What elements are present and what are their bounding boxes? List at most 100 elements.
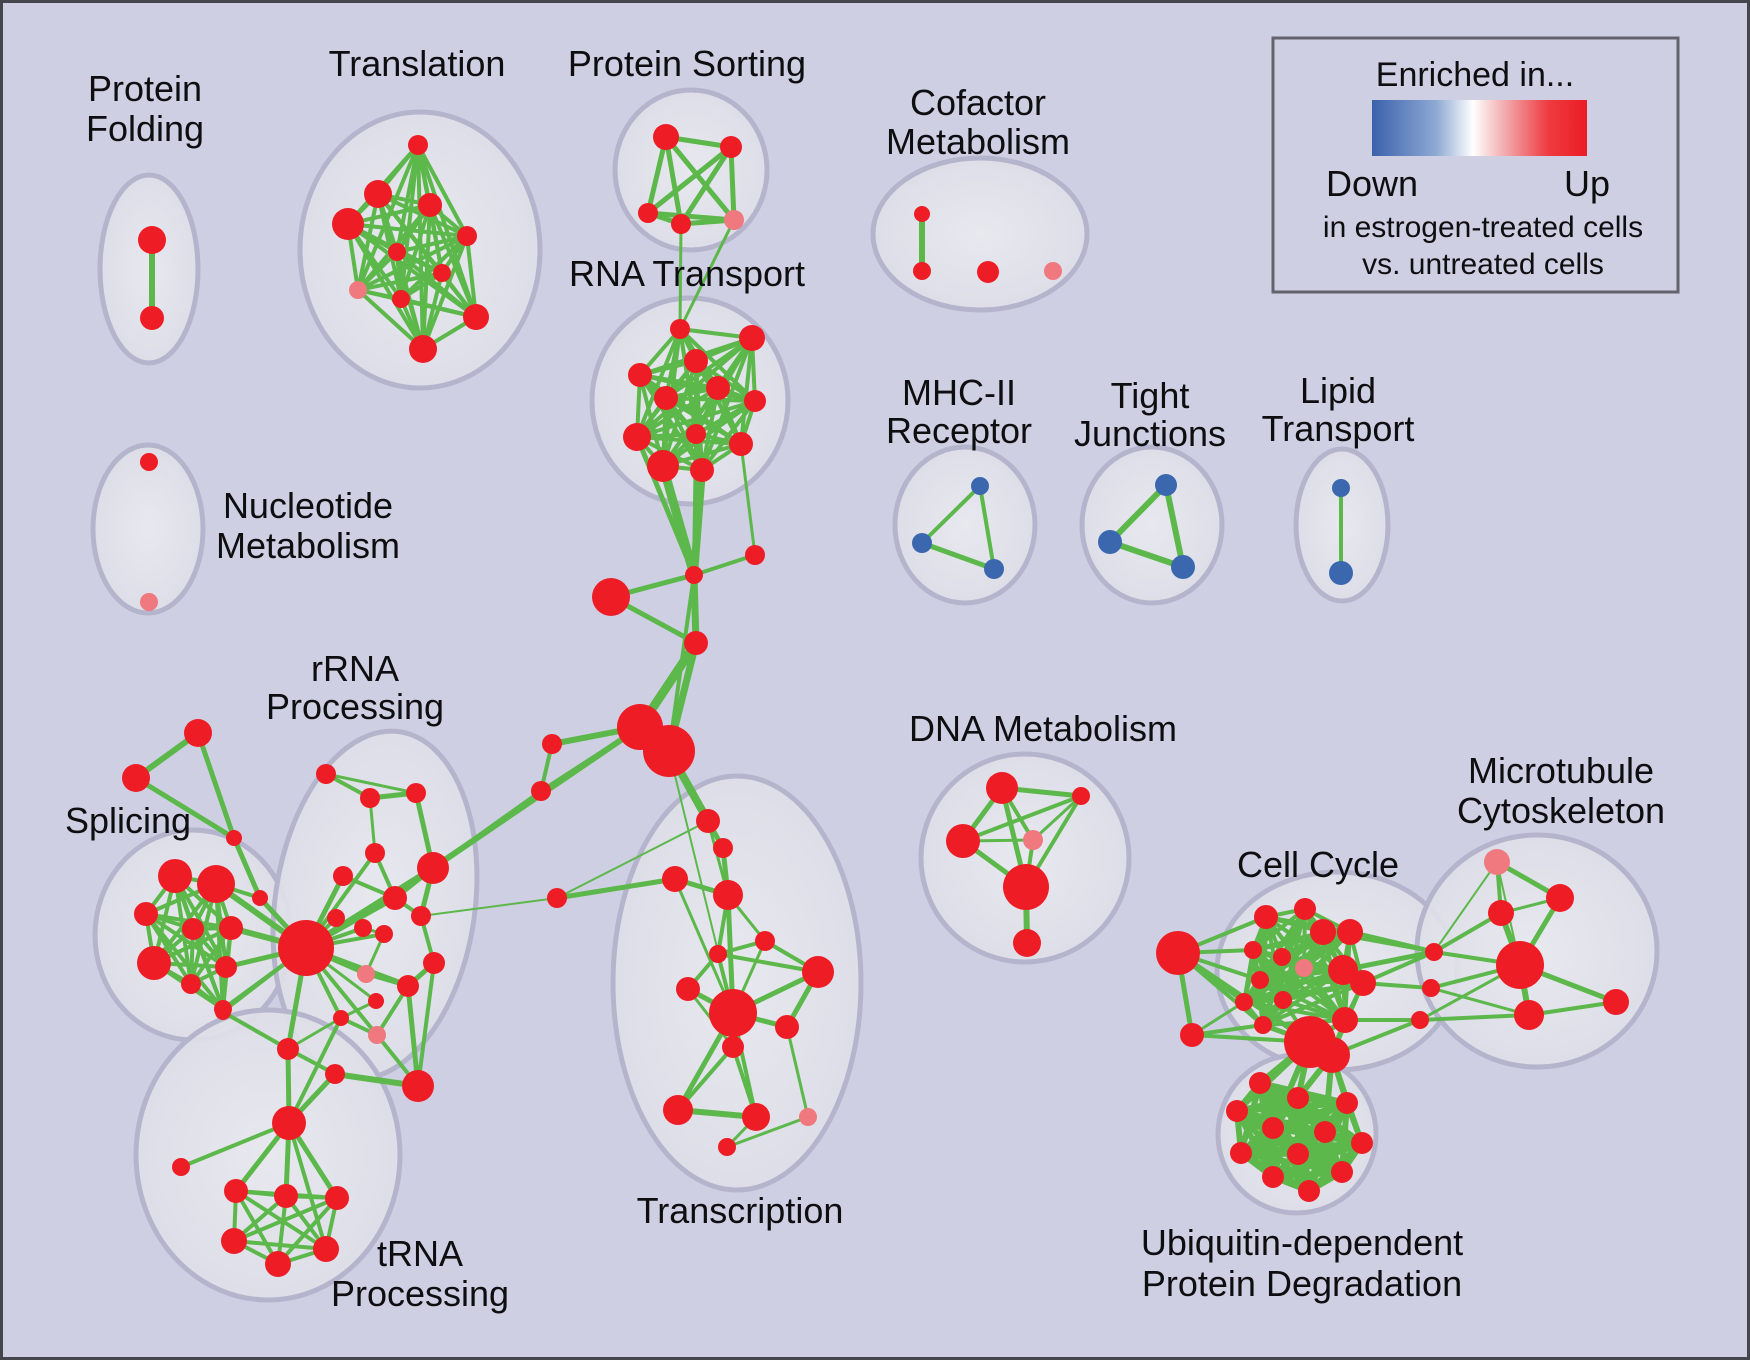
node-d5[interactable] [1003, 864, 1049, 910]
node-r3[interactable] [406, 783, 426, 803]
node-t6[interactable] [388, 243, 406, 261]
node-tj1[interactable] [1155, 474, 1177, 496]
node-l2[interactable] [1329, 561, 1353, 585]
node-t1[interactable] [408, 135, 428, 155]
node-t3[interactable] [418, 193, 442, 217]
node-u10[interactable] [1262, 1166, 1284, 1188]
node-cc7[interactable] [1244, 941, 1262, 959]
node-r11[interactable] [375, 925, 393, 943]
node-cc4[interactable] [1294, 898, 1316, 920]
node-rt5[interactable] [706, 376, 730, 400]
node-tj2[interactable] [1098, 530, 1122, 554]
node-r2[interactable] [360, 788, 380, 808]
node-tr15[interactable] [718, 1138, 736, 1156]
node-ps1[interactable] [653, 124, 679, 150]
node-r19[interactable] [215, 1004, 231, 1020]
node-cc6[interactable] [1337, 919, 1363, 945]
node-r13[interactable] [397, 975, 419, 997]
node-mt5[interactable] [1514, 1000, 1544, 1030]
node-u11[interactable] [1331, 1161, 1353, 1183]
node-u8[interactable] [1230, 1142, 1252, 1164]
node-ps5[interactable] [724, 210, 744, 230]
node-r4[interactable] [365, 843, 385, 863]
node-u9[interactable] [1287, 1143, 1309, 1165]
node-rt11[interactable] [647, 450, 679, 482]
node-cc9[interactable] [1295, 959, 1313, 977]
node-sn1[interactable] [542, 734, 562, 754]
node-u2[interactable] [1287, 1087, 1309, 1109]
node-u6[interactable] [1314, 1121, 1336, 1143]
node-m2[interactable] [912, 533, 932, 553]
node-cc11[interactable] [1235, 993, 1253, 1011]
node-r16[interactable] [333, 1010, 349, 1026]
node-rt3[interactable] [684, 349, 708, 373]
node-cc15[interactable] [1350, 970, 1376, 996]
node-rt9[interactable] [686, 424, 706, 444]
node-cc16[interactable] [1332, 1007, 1358, 1033]
node-tn2[interactable] [274, 1184, 298, 1208]
node-d3[interactable] [946, 824, 980, 858]
node-cc5[interactable] [1310, 919, 1336, 945]
node-r21[interactable] [402, 1070, 434, 1102]
node-hub2[interactable] [643, 725, 695, 777]
node-t8[interactable] [349, 281, 367, 299]
node-u4[interactable] [1226, 1100, 1248, 1122]
node-t2[interactable] [364, 180, 392, 208]
node-tr11[interactable] [722, 1036, 744, 1058]
node-tr14[interactable] [799, 1108, 817, 1126]
node-mt4[interactable] [1496, 941, 1544, 989]
node-cc12[interactable] [1274, 991, 1292, 1009]
node-tr2[interactable] [713, 838, 733, 858]
node-tr1[interactable] [696, 809, 720, 833]
node-ta2[interactable] [122, 764, 150, 792]
node-t10[interactable] [463, 304, 489, 330]
node-rh[interactable] [278, 920, 334, 976]
node-cc14[interactable] [1328, 955, 1358, 985]
node-t11[interactable] [409, 335, 437, 363]
node-ccj3[interactable] [1411, 1011, 1429, 1029]
node-pf1[interactable] [138, 226, 166, 254]
node-ps2[interactable] [720, 136, 742, 158]
node-r20[interactable] [325, 1064, 345, 1084]
node-nm1[interactable] [140, 453, 158, 471]
node-r9[interactable] [327, 909, 345, 927]
node-rt2[interactable] [739, 325, 765, 351]
node-mt1[interactable] [1484, 849, 1510, 875]
node-t7[interactable] [433, 264, 451, 282]
node-rt8[interactable] [623, 423, 651, 451]
node-rt4[interactable] [628, 363, 652, 387]
node-c4[interactable] [1044, 262, 1062, 280]
node-j1[interactable] [685, 566, 703, 584]
node-t5[interactable] [457, 226, 477, 246]
node-tr12[interactable] [663, 1095, 693, 1125]
node-tn4[interactable] [221, 1228, 247, 1254]
node-ccj[interactable] [1425, 943, 1443, 961]
node-cc8[interactable] [1273, 948, 1291, 966]
node-d6[interactable] [1013, 929, 1041, 957]
node-rt6[interactable] [654, 386, 678, 410]
node-d4[interactable] [1023, 830, 1043, 850]
node-tr5[interactable] [755, 931, 775, 951]
node-cc18[interactable] [1314, 1037, 1350, 1073]
node-s6[interactable] [137, 946, 171, 980]
node-u1[interactable] [1249, 1072, 1271, 1094]
node-m3[interactable] [984, 559, 1004, 579]
node-mt2[interactable] [1546, 884, 1574, 912]
node-tn5[interactable] [265, 1251, 291, 1277]
node-ps3[interactable] [638, 203, 658, 223]
node-s2[interactable] [197, 865, 235, 903]
node-tr8[interactable] [676, 977, 700, 1001]
node-mt6[interactable] [1603, 989, 1629, 1015]
node-tn1[interactable] [224, 1179, 248, 1203]
node-big1[interactable] [592, 578, 630, 616]
node-s5[interactable] [219, 916, 243, 940]
node-tr9[interactable] [709, 989, 757, 1037]
node-tn3[interactable] [325, 1186, 349, 1210]
node-th[interactable] [272, 1106, 306, 1140]
node-t4[interactable] [332, 208, 364, 240]
node-tn6[interactable] [313, 1236, 339, 1262]
node-r10[interactable] [354, 919, 372, 937]
node-cc1[interactable] [1156, 931, 1200, 975]
node-pf2[interactable] [140, 306, 164, 330]
node-tj3[interactable] [1171, 555, 1195, 579]
